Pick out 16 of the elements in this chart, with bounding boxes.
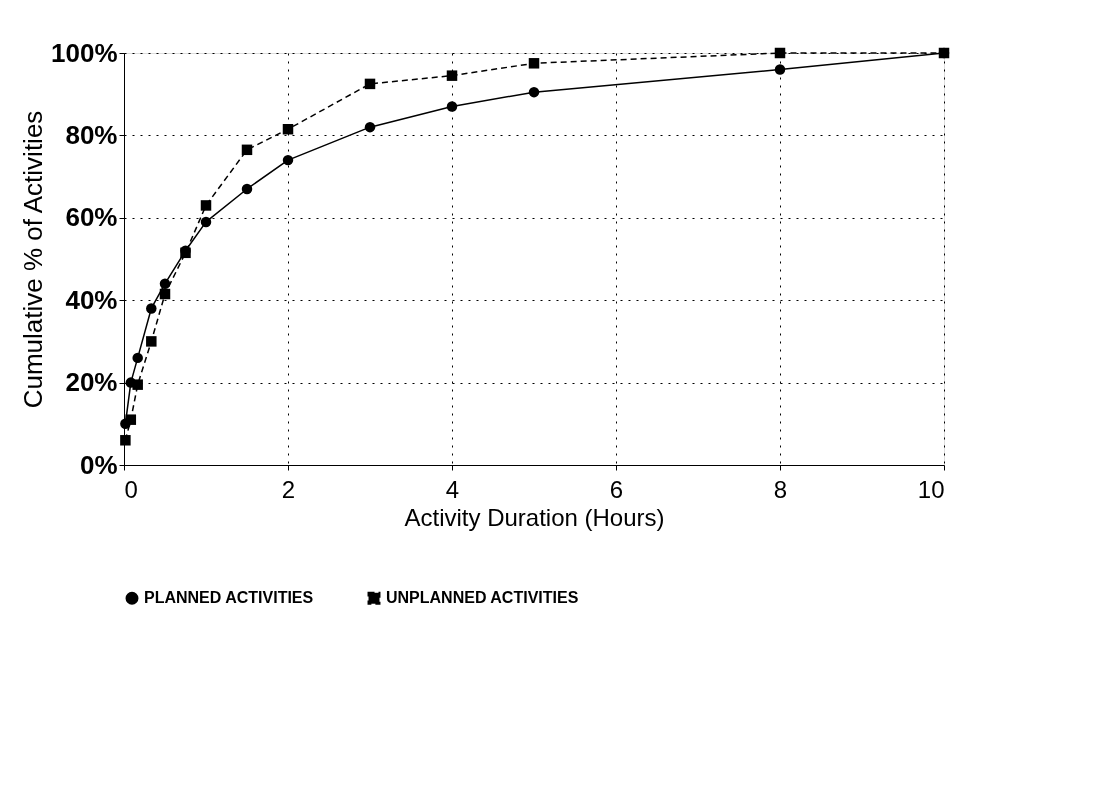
y-tick-label: 100% (51, 37, 118, 68)
y-tick-label: 80% (65, 119, 118, 150)
x-tick-label: 6 (609, 475, 624, 503)
x-axis-title: Activity Duration (Hours) (404, 503, 665, 531)
y-tick-label: 0% (79, 449, 118, 480)
y-axis-title: Cumulative % of Activities (18, 110, 48, 409)
legend-label: UNPLANNED ACTIVITIES (386, 589, 579, 607)
y-tick-label: 20% (65, 367, 118, 398)
legend-label: PLANNED ACTIVITIES (144, 589, 314, 607)
x-tick-label: 10 (917, 475, 945, 503)
x-tick-label: 0 (124, 475, 138, 503)
x-tick-label: 8 (773, 475, 788, 503)
x-tick-label: 2 (281, 475, 296, 503)
y-tick-label: 40% (65, 284, 118, 315)
x-tick-label: 4 (445, 475, 460, 503)
y-tick-label: 60% (65, 202, 118, 233)
